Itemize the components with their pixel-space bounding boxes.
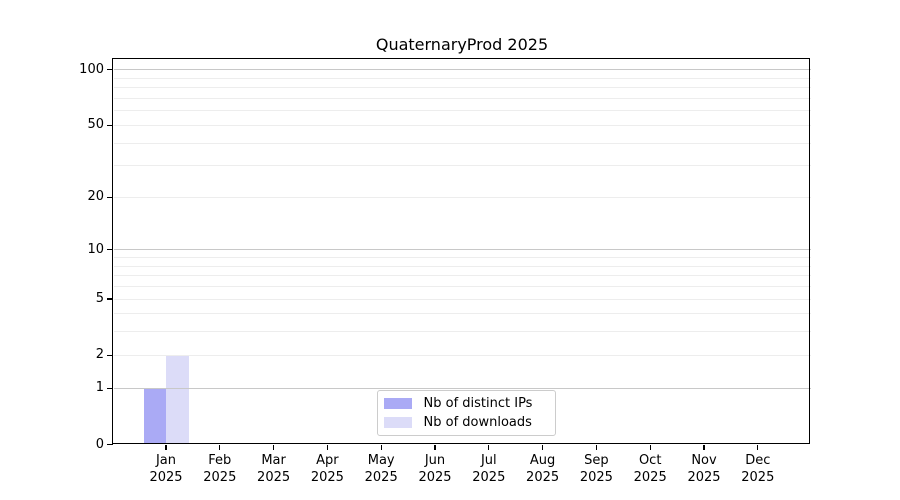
x-tick [595,444,597,450]
x-tick [649,444,651,450]
x-tick-month: Jun [424,453,446,468]
x-tick-year: 2025 [472,470,506,485]
minor-gridline [113,97,811,99]
x-tick-month: Oct [638,453,662,468]
x-tick-month: Sep [584,453,609,468]
y-tick [106,443,113,446]
minor-gridline [113,331,811,333]
x-tick-label: Feb 2025 [190,452,250,486]
minor-gridline [113,298,811,300]
plot-area [113,60,811,445]
x-tick [542,444,544,450]
minor-gridline [113,142,811,144]
y-tick [106,249,113,251]
minor-gridline [113,286,811,288]
x-tick-year: 2025 [257,470,291,485]
x-tick-month: May [367,453,395,468]
minor-gridline [113,265,811,267]
minor-gridline [113,124,811,126]
major-gridline [113,69,811,71]
x-tick [434,444,436,450]
minor-gridline [113,313,811,315]
x-tick-label: Jan 2025 [136,452,196,486]
chart-title: QuaternaryProd 2025 [375,35,549,54]
y-tick [106,387,113,389]
x-tick-month: Nov [691,453,717,468]
y-tick [106,196,113,198]
minor-gridline [113,196,811,198]
y-tick [106,298,113,300]
y-tick-label: 20 [87,189,104,205]
minor-gridline [113,165,811,167]
x-tick-month: Jan [155,453,177,468]
x-tick-label: Jun 2025 [405,452,465,486]
y-tick-label: 2 [95,347,104,363]
downloads-swatch-icon [383,417,412,428]
x-tick-year: 2025 [526,470,560,485]
x-tick [165,444,167,450]
x-tick-year: 2025 [633,470,667,485]
y-tick [106,69,113,71]
x-tick-year: 2025 [310,470,344,485]
x-tick [757,444,759,450]
x-tick [273,444,275,450]
y-tick-label: 10 [87,241,104,257]
bar-distinct-ips [143,388,166,445]
x-tick-label: May 2025 [351,452,411,486]
x-tick-year: 2025 [203,470,237,485]
legend: Nb of distinct IPs Nb of downloads [376,390,556,436]
x-tick-label: Mar 2025 [244,452,304,486]
x-tick-month: Jul [480,453,497,468]
minor-gridline [113,275,811,277]
minor-gridline [113,354,811,356]
y-tick [106,124,113,126]
x-tick [219,444,221,450]
x-tick-year: 2025 [741,470,775,485]
y-tick-label: 50 [87,117,104,133]
minor-gridline [113,77,811,79]
minor-gridline [113,110,811,112]
y-tick-label: 100 [79,61,104,77]
major-gridline [113,387,811,389]
x-tick-label: Dec 2025 [728,452,788,486]
x-tick-month: Feb [208,453,232,468]
x-tick [380,444,382,450]
x-tick-year: 2025 [579,470,613,485]
legend-label-downloads: Nb of downloads [423,414,532,430]
bar-downloads [166,355,189,445]
x-tick-year: 2025 [149,470,183,485]
x-tick-label: Aug 2025 [513,452,573,486]
x-tick-month: Dec [745,453,771,468]
x-tick-month: Aug [529,453,556,468]
legend-row-downloads: Nb of downloads [383,414,555,430]
plot-frame [112,58,810,444]
x-tick-month: Apr [316,453,339,468]
x-tick-label: Oct 2025 [620,452,680,486]
x-tick-label: Apr 2025 [297,452,357,486]
x-tick-label: Jul 2025 [459,452,519,486]
x-tick-year: 2025 [418,470,452,485]
legend-row-distinct-ips: Nb of distinct IPs [383,395,555,411]
distinct-ips-swatch-icon [383,398,412,409]
y-tick-label: 5 [95,291,104,307]
x-tick-month: Mar [261,453,286,468]
x-tick [488,444,490,450]
x-tick-label: Sep 2025 [566,452,626,486]
legend-label-distinct-ips: Nb of distinct IPs [423,395,533,411]
x-tick [703,444,705,450]
minor-gridline [113,87,811,89]
x-tick-year: 2025 [687,470,721,485]
y-tick-label: 0 [95,436,104,452]
y-tick [106,354,113,356]
x-tick-year: 2025 [364,470,398,485]
x-tick [326,444,328,450]
major-gridline [113,249,811,251]
minor-gridline [113,257,811,259]
y-tick-label: 1 [95,380,104,396]
x-tick-label: Nov 2025 [674,452,734,486]
